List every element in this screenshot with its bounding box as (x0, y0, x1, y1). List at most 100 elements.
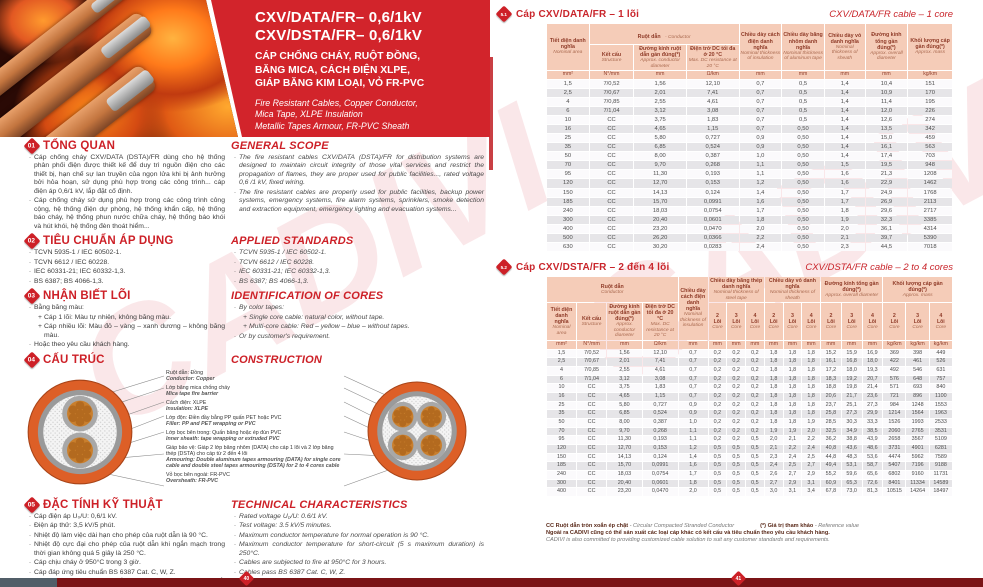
spec-row: 35 CC 6,85 0,524 0,9 0,2 0,2 0,2 1,8 1,8 1,8 25,8… (547, 410, 952, 418)
col-header: Chiều dày băng nhôm danh nghĩa Nominal th… (782, 24, 824, 71)
bullet: · TCVN 6612 / IEC 60228. (231, 259, 484, 267)
left-page-body: 01 TỔNG QUAN · Cáp chống cháy CXV/DATA (D… (0, 137, 490, 587)
spec-row: 240 CC 18,03 0,0754 1,7 0,50 1,8 29,6 2717 (547, 206, 952, 215)
bullet-text: Hoặc theo yêu cầu khách hàng. (34, 341, 130, 349)
col-header: Kết cấu Structure (577, 303, 607, 340)
bullet-text: The fire resistant cables CXV/DATA (DSTA… (239, 154, 484, 187)
bullet-marker: · (28, 268, 32, 276)
spec-row: 35 CC 6,85 0,524 0,9 0,50 1,4 16,1 563 (547, 143, 952, 152)
col-header: Chiều dày cách điện danh nghĩa Nominal th… (739, 24, 782, 71)
spec-row: 150 CC 14,13 0,124 1,4 0,5 0,5 0,5 2,3 2,4 2,5 44… (547, 453, 952, 462)
product-title-box: CXV/DATA/FR– 0,6/1kV CXV/DSTA/FR– 0,6/1k… (211, 0, 490, 137)
spec-row: 2,5 7/0,67 2,01 7,41 0,7 0,5 1,4 10,9 170 (547, 88, 952, 97)
col-header-core: 2 Lõi Core (883, 303, 906, 340)
standards-bullets-en: · TCVN 5935-1 / IEC 60502-1. · TCVN 6612 / … (231, 249, 484, 286)
table2-title-en: CXV/DSTA/FR cable – 2 to 4 cores (805, 261, 953, 273)
col-header-core: 3 Lõi Core (783, 303, 802, 340)
spec-row: 6 7/1,04 3,12 3,08 0,7 0,5 1,4 12,0 226 (547, 106, 952, 115)
spec-row: 4 7/0,85 2,55 4,61 0,7 0,2 0,2 0,2 1,8 1,8 1,8 17… (547, 366, 952, 375)
bullet-marker: · (233, 568, 237, 576)
bullet-text: TCVN 6612 / IEC 60228. (34, 258, 110, 266)
bullet-marker: · (233, 541, 237, 549)
bullet-text: IEC 60331-21; IEC 60332-1,3. (239, 268, 331, 276)
bullet: · BS 6387; BS 4066-1,3. (26, 278, 225, 286)
bullet: · Nhiệt độ làm việc dài hạn cho phép của … (26, 532, 225, 540)
construction-label: Giáp bảo vệ: Giáp 2 lớp băng nhôm (DATA)… (166, 445, 342, 470)
construction-label-en: Mica tape fire barrier (166, 390, 219, 397)
bullet: · Điện áp thử: 3,5 kV/5 phút. (26, 522, 225, 530)
spec-row: 400 CC 23,20 0,0470 2,0 0,50 2,0 36,1 4314 (547, 224, 952, 233)
section-construction-head: 04 CẤU TRÚC CONSTRUCTION (0, 351, 490, 369)
table1-title-row: 5.1 Cáp CXV/DATA/FR – 1 lõi CXV/DATA/FR … (495, 5, 953, 23)
section-title-en: IDENTIFICATION OF CORES (231, 290, 384, 303)
section-title-vi: TỔNG QUAN (43, 140, 116, 152)
bullet-text: Multi-core cable: Red – yellow – blue – … (249, 323, 410, 331)
bullet: · IEC 60331-21; IEC 60332-1,3. (231, 268, 484, 276)
bullet-text: Cáp chống cháy CXV/DATA (DSTA)/FR dùng c… (34, 154, 225, 195)
construction-label: Lớp bọc bên trong: Quấn băng hoặc ép đùn… (166, 430, 342, 443)
bullet-text: BS 6387; BS 4066-1,3. (34, 277, 104, 285)
bullet-text: Điện áp thử: 3,5 kV/5 phút. (34, 522, 116, 530)
group-header-diameter: Đường kính tổng gần đúng(*) Approx. overa… (821, 277, 883, 303)
spec-row: 16 CC 4,65 1,15 0,7 0,50 1,4 13,5 342 (547, 124, 952, 134)
spec-row: 25 CC 5,80 0,727 0,9 0,2 0,2 0,2 1,8 1,8 1,8 23,7… (547, 401, 952, 410)
construction-label-vi: Giáp bảo vệ: Giáp 2 lớp băng nhôm (DATA)… (166, 444, 334, 457)
spec-row: 70 CC 9,70 0,268 1,1 0,2 0,2 0,2 1,9 1,9 2,0 32,5… (547, 427, 952, 436)
section-number-badge: 05 (23, 496, 41, 514)
flame-photo (0, 0, 238, 137)
spec-row: 300 CC 20,40 0,0601 1,8 0,5 0,5 0,5 2,7 2,9 3,1 6… (547, 479, 952, 488)
bullet: · Hoặc theo yêu cầu khách hàng. (26, 341, 225, 349)
table-multicore-specs: Ruột dẫn Conductor Chiều dày cách điện da… (546, 276, 953, 497)
bullet-marker: · (28, 531, 32, 539)
tech-bullets-vi: · Cáp điện áp U₀/U: 0,6/1 kV. · Điện áp thử… (26, 513, 225, 587)
col-header-core: 2 Lõi Core (708, 303, 727, 340)
group-header-conductor: Ruột dẫn Conductor (547, 277, 678, 303)
section-number-badge: 01 (23, 137, 41, 155)
bullet-marker: · (233, 559, 237, 567)
col-header-core: 3 Lõi Core (727, 303, 746, 340)
spec-row: 630 CC 30,20 0,0283 2,4 0,50 2,3 44,5 7018 (547, 242, 952, 252)
bullet-marker: · (28, 341, 32, 349)
bullet-text: Single core cable: natural color, withou… (249, 313, 385, 321)
section-title-en: APPLIED STANDARDS (231, 235, 354, 248)
section-title-vi: NHẬN BIẾT LÕI (43, 290, 131, 303)
bullet-text: TCVN 6612 / IEC 60228. (239, 258, 315, 266)
bullet-text: Maximum conductor temperature for short-… (239, 541, 484, 557)
bullet-marker: · (233, 188, 237, 196)
bullet: · Or by customer's requirement. (231, 333, 484, 341)
product-title-line1: CXV/DATA/FR– 0,6/1kV (255, 9, 422, 26)
subtitle-vi-line: GIÁP BĂNG KIM LOẠI, VỎ FR-PVC (255, 78, 425, 90)
bullet-text: Test voltage: 3.5 kV/5 minutes. (239, 522, 332, 530)
footnotes: CC Ruột dẫn tròn xoắn ép chặt - Circular… (546, 523, 953, 543)
bullet-text: Cáp đáp ứng tiêu chuẩn BS 6387 Cat. C, W… (34, 568, 176, 576)
bullet: · Maximum conductor temperature for norma… (231, 532, 484, 540)
construction-label-vi: Lớp bọc bên trong: Quấn băng hoặc ép đùn… (166, 429, 282, 436)
table-number-badge: 5.1 (495, 5, 513, 23)
spec-row: 6 7/1,04 3,12 3,08 0,7 0,2 0,2 0,2 1,8 1,8 1,8 18… (547, 375, 952, 384)
bullet-text: Cáp chịu cháy ở 950°C trong 3 giờ. (34, 559, 141, 567)
spec-row: 300 CC 20,40 0,0601 1,8 0,50 1,9 32,3 3385 (547, 215, 952, 224)
col-header-core: 4 Lõi Core (929, 303, 952, 340)
bullet: · Cáp điện áp U₀/U: 0,6/1 kV. (26, 513, 225, 521)
bullet-marker: · (28, 154, 32, 161)
bullet-text: TCVN 5935-1 / IEC 60502-1. (34, 249, 122, 257)
col-header-core: 4 Lõi Core (746, 303, 764, 340)
product-title-line2: CXV/DSTA/FR– 0,6/1kV (255, 26, 423, 44)
footnote-custom-en: CADIVI is also committed to providing cu… (546, 536, 830, 543)
spec-row: 1,5 7/0,52 1,56 12,10 0,7 0,5 1,4 10,4 151 (547, 79, 952, 88)
group-header-mass: Khối lượng cáp gần đúng(*) Approx. mass (883, 277, 952, 303)
bullet-text: Cáp chống cháy sử dụng phù hợp trong các… (34, 197, 225, 230)
bullet-text: Cáp nhiều lõi: Màu đỏ – vàng – xanh dươn… (44, 323, 225, 339)
construction-label-en: Inner sheath: tape wrapping or extruded … (166, 435, 280, 442)
col-header: Kết cấu Structure (589, 45, 634, 71)
spec-row: 120 CC 12,70 0,153 1,2 0,50 1,6 22,9 1462 (547, 179, 952, 188)
spec-row: 95 CC 11,30 0,193 1,1 0,2 0,2 0,5 2,0 2,1 2,2 36,… (547, 436, 952, 444)
bullet-text: Or by customer's requirement. (239, 332, 331, 340)
bullet-text: Nhiệt độ làm việc dài hạn cho phép của r… (34, 531, 208, 539)
spec-row: 185 CC 15,70 0,0991 1,6 0,50 1,7 26,9 2113 (547, 197, 952, 206)
section-title-en: GENERAL SCOPE (231, 140, 329, 152)
bullet: · Cables are subjected to fire at 950°C f… (231, 559, 484, 567)
bullet-text: Nhiệt độ cực đại cho phép của ruột dẫn k… (34, 541, 225, 557)
table1-title-en: CXV/DATA/FR cable – 1 core (829, 8, 953, 20)
